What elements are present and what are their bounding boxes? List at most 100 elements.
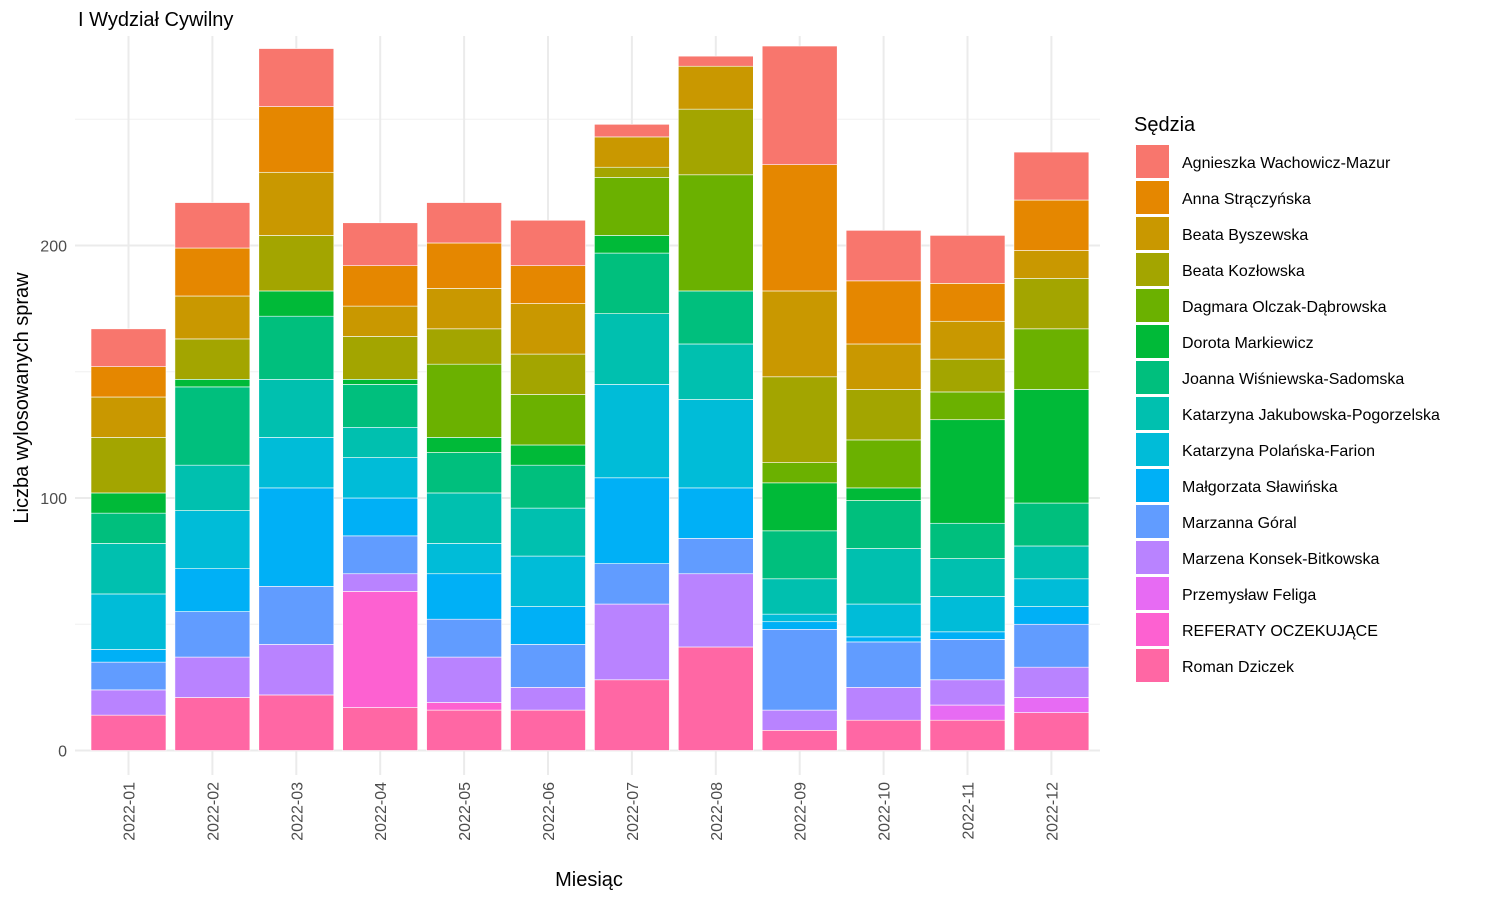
bar-segment bbox=[594, 136, 670, 168]
bar-segment bbox=[426, 543, 502, 575]
bar-segment bbox=[845, 687, 922, 721]
bar-segment bbox=[594, 679, 670, 751]
bar-segment bbox=[174, 510, 251, 570]
bar-segment bbox=[594, 235, 670, 254]
bar-segment bbox=[677, 290, 754, 345]
legend-key bbox=[1136, 397, 1169, 430]
bar-segment bbox=[1013, 250, 1090, 279]
legend-label: Roman Dziczek bbox=[1182, 659, 1295, 676]
bar-segment bbox=[174, 697, 251, 751]
bar-segment bbox=[761, 164, 838, 292]
bar-segment bbox=[426, 492, 502, 544]
bar-segment bbox=[258, 644, 335, 696]
bar-segment bbox=[1013, 199, 1090, 251]
bar-segment bbox=[342, 426, 419, 458]
bar-segment bbox=[510, 303, 586, 355]
bar-segment bbox=[426, 437, 502, 453]
bar-segment bbox=[510, 353, 586, 395]
bar-segment bbox=[174, 338, 251, 380]
bar-segment bbox=[1013, 712, 1090, 751]
bar-segment bbox=[761, 709, 838, 731]
bar-segment bbox=[258, 437, 335, 489]
bar-segment bbox=[510, 219, 586, 267]
bar-segment bbox=[929, 639, 1006, 681]
y-axis-title: Liczba wylosowanych spraw bbox=[11, 272, 33, 524]
bar-segment bbox=[845, 500, 922, 549]
legend-key bbox=[1136, 505, 1169, 538]
bar-segment bbox=[845, 280, 922, 345]
legend-key bbox=[1136, 649, 1169, 682]
bar-segment bbox=[594, 603, 670, 681]
legend-key bbox=[1136, 145, 1169, 178]
bar-segment bbox=[1013, 545, 1090, 580]
legend-key bbox=[1136, 433, 1169, 466]
bar-segment bbox=[510, 394, 586, 446]
x-tick-label: 2022-08 bbox=[709, 782, 726, 841]
bar-segment bbox=[594, 384, 670, 479]
bar-segment bbox=[342, 384, 419, 428]
bar-segment bbox=[510, 444, 586, 466]
legend-label: Anna Strączyńska bbox=[1182, 191, 1311, 208]
bar-segment bbox=[342, 457, 419, 499]
bar-segment bbox=[90, 396, 167, 438]
legend-label: Agnieszka Wachowicz-Mazur bbox=[1182, 155, 1391, 172]
bar-segment bbox=[761, 613, 838, 623]
bar-segment bbox=[90, 366, 167, 398]
bar-segment bbox=[342, 573, 419, 592]
bar-segment bbox=[929, 679, 1006, 706]
chart-title: I Wydział Cywilny bbox=[78, 9, 233, 31]
x-tick-label: 2022-07 bbox=[625, 782, 642, 841]
x-tick-label: 2022-10 bbox=[877, 782, 894, 841]
bar-segment bbox=[594, 252, 670, 314]
bar-segment bbox=[426, 702, 502, 711]
bar-segment bbox=[677, 65, 754, 110]
y-tick-label: 100 bbox=[40, 491, 67, 508]
x-tick-label: 2022-05 bbox=[457, 782, 474, 841]
x-axis-ticks: 2022-01 2022-02 2022-03 2022-04 2022-05 2022-… bbox=[122, 782, 1062, 841]
bar-segment bbox=[174, 386, 251, 466]
bar-segment bbox=[677, 399, 754, 489]
y-tick-label: 200 bbox=[40, 239, 67, 256]
bar-segment bbox=[258, 235, 335, 292]
legend-label: Katarzyna Jakubowska-Pogorzelska bbox=[1182, 407, 1440, 424]
bar-segment bbox=[258, 290, 335, 317]
y-axis-ticks: 0 100 200 bbox=[40, 239, 67, 761]
bar-segment bbox=[761, 376, 838, 463]
bar-segment bbox=[677, 538, 754, 575]
bar-segment bbox=[1013, 278, 1090, 330]
bar-segment bbox=[510, 507, 586, 557]
bar-segment bbox=[845, 487, 922, 501]
bar-segment bbox=[594, 477, 670, 564]
legend-key bbox=[1136, 325, 1169, 358]
legend-key bbox=[1136, 289, 1169, 322]
bar-segment bbox=[342, 305, 419, 337]
legend-label: Joanna Wiśniewska-Sadomska bbox=[1182, 371, 1404, 388]
x-tick-label: 2022-09 bbox=[793, 782, 810, 841]
bar-segment bbox=[1013, 502, 1090, 547]
legend-key bbox=[1136, 361, 1169, 394]
legend-key bbox=[1136, 469, 1169, 502]
bar-segment bbox=[342, 591, 419, 708]
legend-label: Beata Kozłowska bbox=[1182, 263, 1305, 280]
bar-segment bbox=[426, 288, 502, 330]
x-tick-label: 2022-06 bbox=[541, 782, 558, 841]
bar-segment bbox=[677, 108, 754, 176]
bar-segment bbox=[761, 578, 838, 615]
bar-segment bbox=[342, 222, 419, 266]
bar-segment bbox=[761, 621, 838, 630]
bar-segment bbox=[90, 512, 167, 544]
bar-segment bbox=[594, 166, 670, 178]
bar-segment bbox=[845, 548, 922, 605]
bar-segment bbox=[90, 328, 167, 368]
bar-segment bbox=[677, 646, 754, 751]
bar-segment bbox=[677, 55, 754, 67]
bar-segment bbox=[426, 618, 502, 658]
bar-segment bbox=[426, 452, 502, 494]
bar-segment bbox=[510, 464, 586, 509]
bar-segment bbox=[594, 563, 670, 605]
bar-segment bbox=[426, 709, 502, 751]
legend-key bbox=[1136, 577, 1169, 610]
bar-segment bbox=[1013, 606, 1090, 625]
bar-segment bbox=[1013, 697, 1090, 713]
bar-segment bbox=[510, 709, 586, 751]
